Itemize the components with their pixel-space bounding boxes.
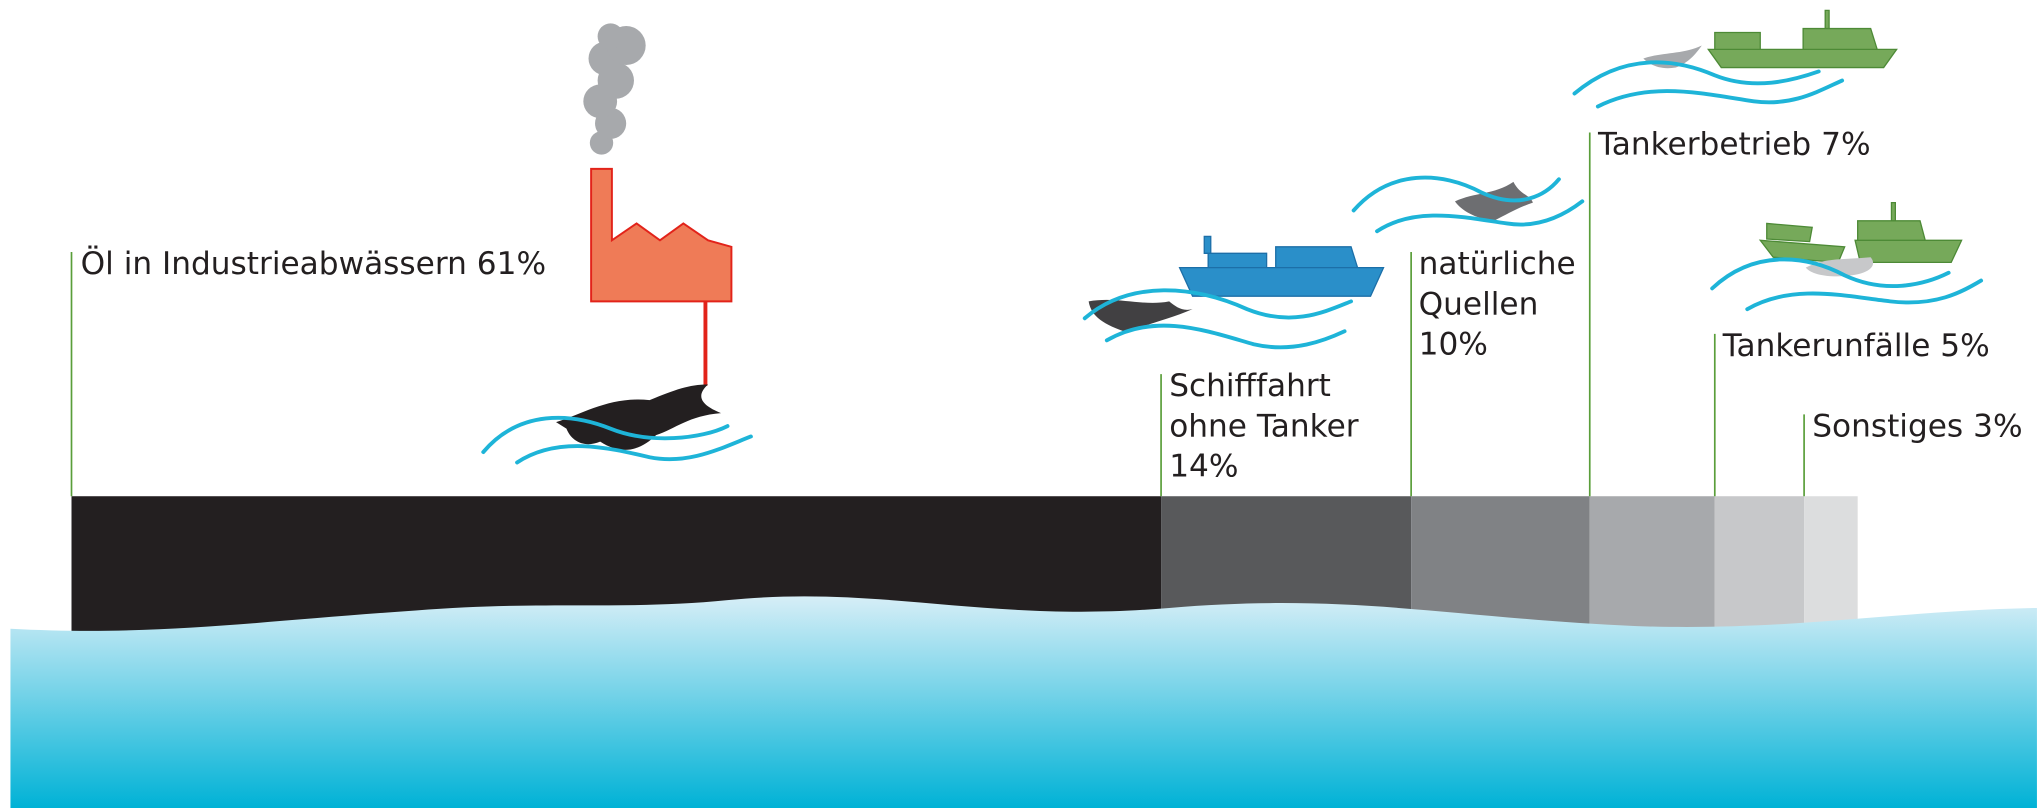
label-box: natürliche Quellen 10% (1419, 244, 1601, 365)
label-box: Tankerbetrieb 7% (1598, 125, 1988, 165)
bar-segment (1804, 496, 1858, 637)
category-name: Schifffahrt ohne Tanker (1169, 367, 1359, 445)
value-label: 5% (1940, 327, 1990, 364)
label-box: Tankerunfälle 5% (1723, 326, 2037, 366)
category-name: Tankerunfälle (1722, 327, 1931, 364)
category-label: Tankerunfälle 5% (1723, 326, 2037, 366)
bar-segment (1714, 496, 1805, 637)
value-label: 14% (1169, 448, 1239, 485)
category-label: natürliche Quellen 10% (1419, 244, 1601, 365)
bar-segment (1589, 496, 1715, 637)
value-label: 10% (1418, 326, 1488, 363)
category-name: Öl in Industrieabwässern (80, 245, 467, 282)
category-name: Sonstiges (1812, 407, 1964, 445)
value-label: 3% (1973, 407, 2023, 445)
sea (10, 596, 2037, 808)
category-label: Schifffahrt ohne Tanker 14% (1169, 366, 1390, 487)
bar-group (71, 496, 1858, 637)
category-label: Öl in Industrieabwässern 61% (81, 244, 601, 284)
category-label: Sonstiges 3% (1812, 407, 2037, 447)
label-box: Sonstiges 3% (1812, 407, 2037, 447)
tanker-accident-illustration (1710, 201, 1984, 312)
label-group: Öl in Industrieabwässern 61% Schifffahrt … (70, 125, 2037, 497)
label-box: Öl in Industrieabwässern 61% (81, 244, 601, 284)
value-label: 61% (476, 245, 547, 282)
factory-illustration (481, 23, 753, 465)
label-box: Schifffahrt ohne Tanker 14% (1169, 366, 1390, 487)
category-label: Tankerbetrieb 7% (1598, 125, 1988, 165)
natural-source-illustration (1351, 175, 1585, 234)
category-name: Tankerbetrieb (1597, 126, 1812, 163)
tanker-illustration (1572, 9, 1898, 109)
category-name: natürliche Quellen (1418, 245, 1576, 323)
ship-illustration (1082, 235, 1385, 350)
value-label: 7% (1821, 126, 1871, 163)
